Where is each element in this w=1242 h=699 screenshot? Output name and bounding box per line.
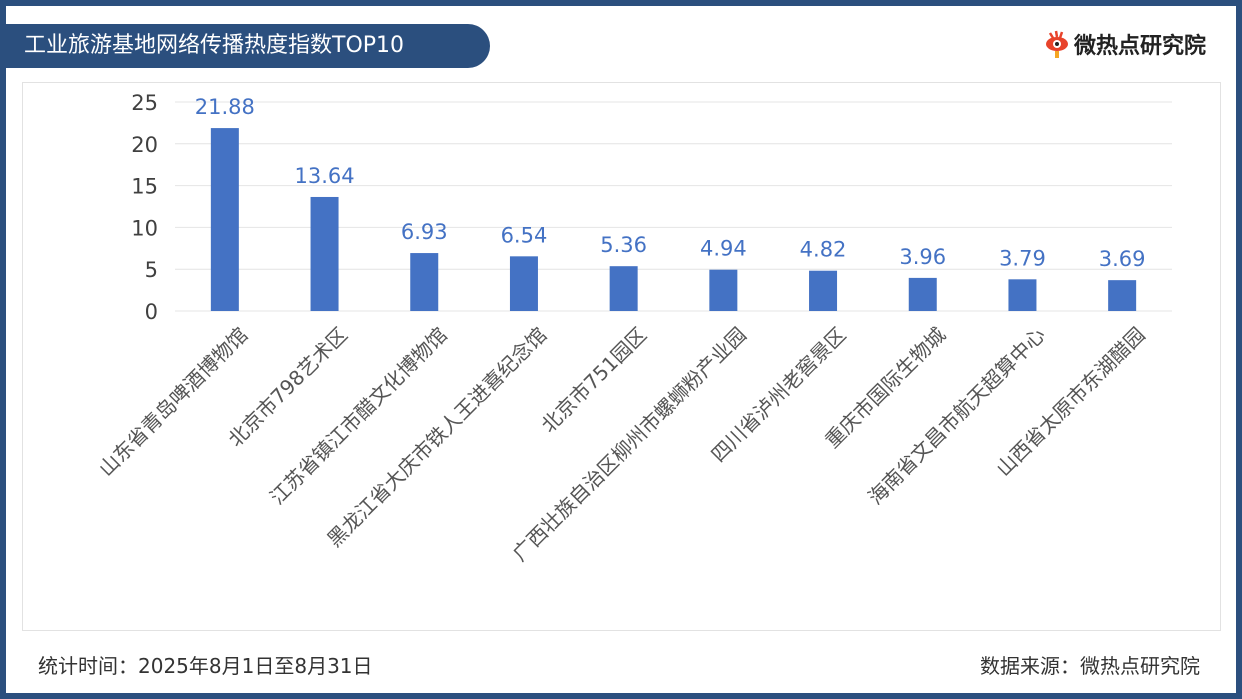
data-label: 3.79 bbox=[999, 246, 1046, 270]
y-tick-label: 15 bbox=[131, 175, 158, 199]
x-tick-label: 山东省青岛啤酒博物馆 bbox=[94, 323, 252, 481]
y-tick-label: 10 bbox=[131, 216, 158, 240]
x-tick-label: 黑龙江省大庆市铁人王进喜纪念馆 bbox=[322, 323, 551, 552]
data-label: 6.54 bbox=[501, 223, 548, 247]
bar bbox=[1108, 280, 1137, 311]
chart-area bbox=[22, 82, 1221, 631]
logo-text: 微热点研究院 bbox=[1073, 34, 1206, 59]
y-tick-label: 25 bbox=[131, 91, 158, 115]
bar bbox=[310, 196, 339, 311]
data-label: 13.64 bbox=[294, 164, 354, 188]
bar bbox=[609, 266, 638, 311]
bar bbox=[1008, 279, 1037, 311]
logo: 微热点研究院 bbox=[1044, 28, 1206, 60]
bar bbox=[809, 270, 838, 311]
data-label: 3.69 bbox=[1099, 247, 1146, 271]
data-label: 4.82 bbox=[800, 238, 847, 262]
logo-eye-icon bbox=[1045, 30, 1068, 58]
y-tick-label: 0 bbox=[145, 300, 158, 324]
y-tick-label: 5 bbox=[145, 258, 158, 282]
data-label: 3.96 bbox=[899, 245, 946, 269]
page-title: 工业旅游基地网络传播热度指数TOP10 bbox=[0, 24, 490, 68]
bar bbox=[210, 128, 239, 311]
y-tick-label: 20 bbox=[131, 133, 158, 157]
bar bbox=[709, 269, 738, 311]
bar bbox=[908, 277, 937, 311]
x-tick-label: 海南省文昌市航天超算中心 bbox=[863, 323, 1050, 510]
data-label: 6.93 bbox=[401, 220, 448, 244]
stat-period: 统计时间：2025年8月1日至8月31日 bbox=[38, 654, 373, 678]
x-tick-label: 北京市751园区 bbox=[537, 323, 652, 438]
data-label: 21.88 bbox=[195, 95, 255, 119]
data-source: 数据来源：微热点研究院 bbox=[980, 654, 1200, 678]
bar bbox=[509, 256, 538, 311]
x-tick-label: 江苏省镇江市醋文化博物馆 bbox=[265, 323, 452, 510]
data-label: 4.94 bbox=[700, 237, 747, 261]
bar bbox=[410, 253, 439, 311]
data-label: 5.36 bbox=[600, 233, 647, 257]
slide bbox=[6, 6, 1236, 693]
